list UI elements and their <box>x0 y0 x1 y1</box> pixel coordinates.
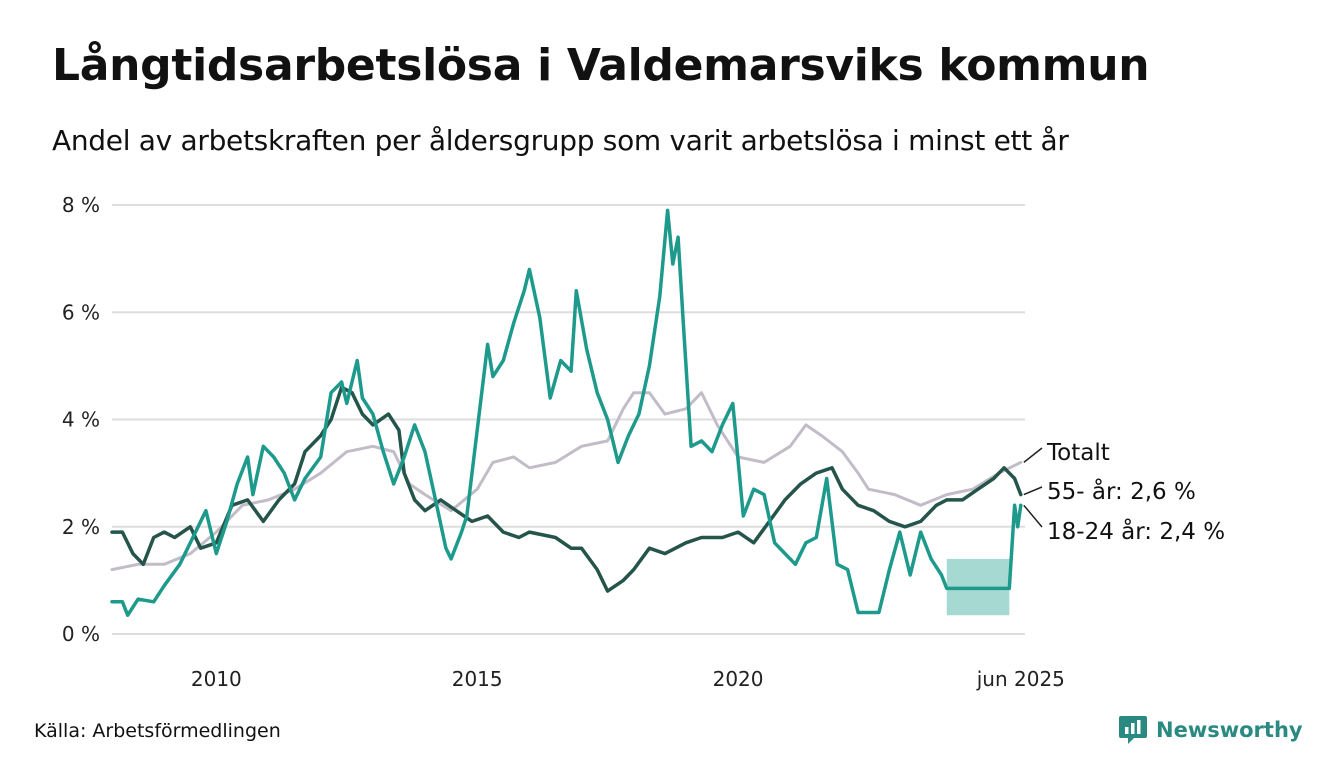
line-chart: 0 % 2 % 4 % 6 % 8 % 2010 2015 2020 jun 2025 Tot… <box>62 193 1225 691</box>
grid-lines <box>112 204 1025 635</box>
x-axis: 2010 2015 2020 jun 2025 <box>191 667 1065 691</box>
newsworthy-logo-icon <box>1119 716 1147 744</box>
chart-subtitle: Andel av arbetskraften per åldersgrupp s… <box>52 124 1069 157</box>
y-tick-label: 4 % <box>62 408 100 432</box>
leader-line <box>1023 486 1043 496</box>
y-tick-label: 2 % <box>62 515 100 539</box>
series-lines <box>110 208 1023 617</box>
brand-name: Newsworthy <box>1156 718 1303 742</box>
end-label-age18_24: 18-24 år: 2,4 % <box>1047 517 1225 545</box>
series-line-total <box>110 391 1023 572</box>
leader-line <box>1023 447 1043 463</box>
brand-logo[interactable]: Newsworthy <box>1118 714 1303 746</box>
x-tick-label: 2010 <box>191 667 242 691</box>
end-labels: Totalt 55- år: 2,6 % 18-24 år: 2,4 % <box>1023 440 1225 545</box>
y-tick-label: 6 % <box>62 300 100 324</box>
source-note: Källa: Arbetsförmedlingen <box>34 720 281 742</box>
y-tick-label: 0 % <box>62 622 100 646</box>
series-line-age55 <box>110 385 1023 593</box>
series-line-age18_24 <box>110 208 1023 617</box>
y-tick-label: 8 % <box>62 193 100 217</box>
chart-title: Långtidsarbetslösa i Valdemarsviks kommu… <box>52 40 1150 91</box>
leader-line <box>1023 504 1043 528</box>
x-tick-label: 2015 <box>452 667 503 691</box>
x-tick-label: jun 2025 <box>976 667 1065 691</box>
x-tick-label: 2020 <box>713 667 764 691</box>
end-label-age55: 55- år: 2,6 % <box>1047 477 1196 505</box>
end-label-total: Totalt <box>1046 440 1110 466</box>
y-axis: 0 % 2 % 4 % 6 % 8 % <box>62 193 100 646</box>
